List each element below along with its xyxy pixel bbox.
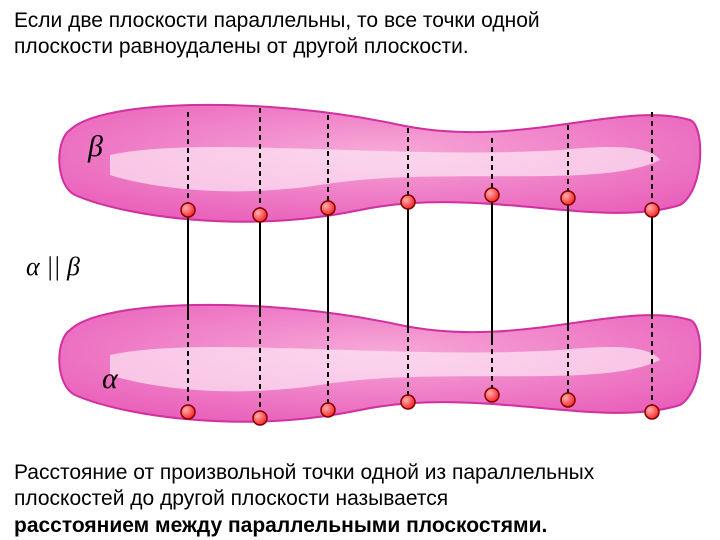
bottom-line-3-bold: расстоянием между параллельными плоскост… bbox=[14, 514, 547, 537]
beta-label: β bbox=[88, 130, 103, 164]
parallel-relation-label: α || β bbox=[26, 252, 80, 282]
bottom-line-2: плоскостей до другой плоскости называетс… bbox=[14, 487, 448, 510]
parallel-planes-diagram bbox=[0, 0, 720, 540]
bottom-line-1: Расстояние от произвольной точки одной и… bbox=[14, 461, 594, 484]
alpha-label: α bbox=[102, 362, 118, 396]
bottom-paragraph: Расстояние от произвольной точки одной и… bbox=[14, 460, 706, 539]
